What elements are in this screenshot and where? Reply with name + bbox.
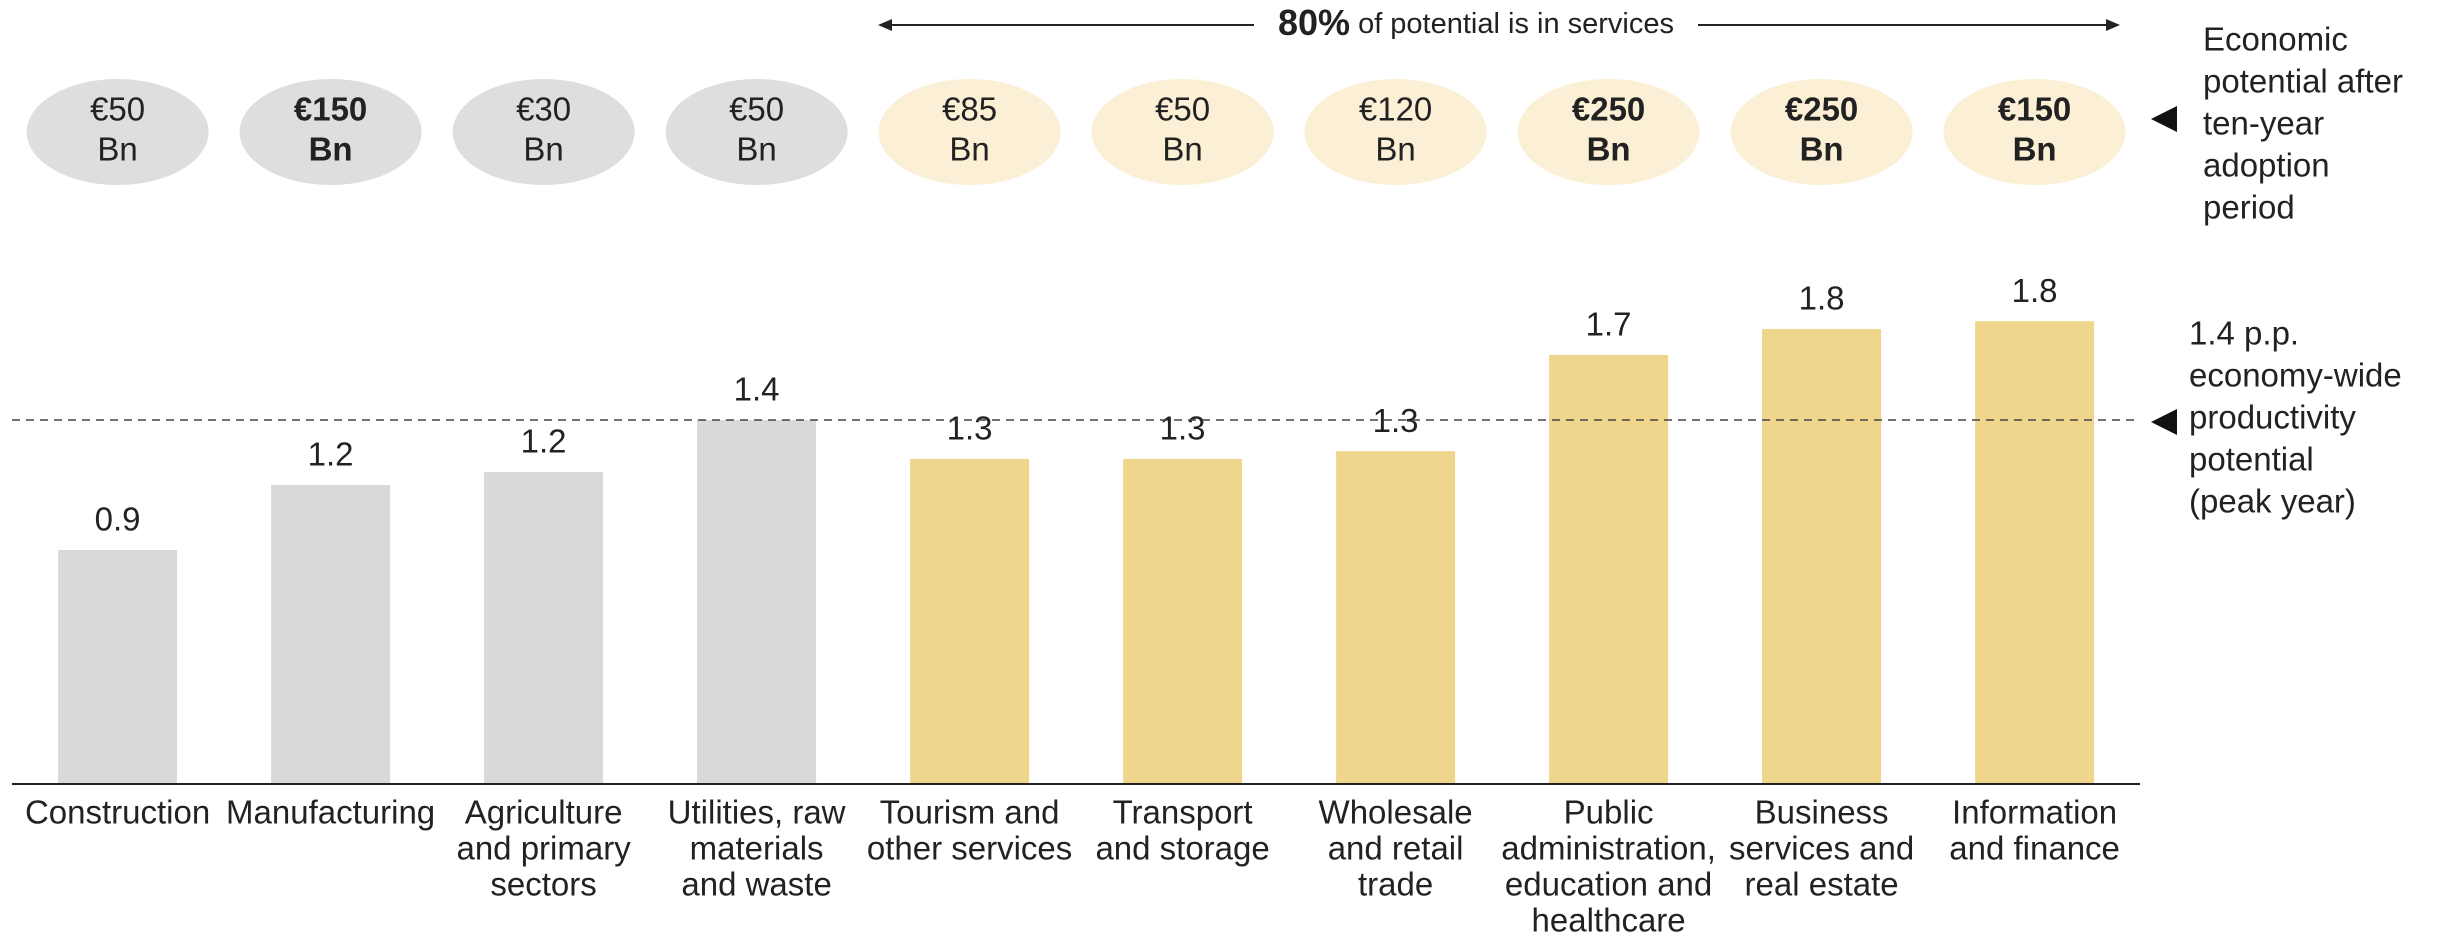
potential-label: Bn — [1800, 131, 1844, 168]
potential-bubble — [452, 79, 635, 185]
arrow-head — [2106, 19, 2120, 31]
potential-label: Bn — [1162, 131, 1202, 168]
x-tick-label: Construction — [25, 794, 210, 831]
value-label: 1.2 — [308, 436, 354, 473]
reference-label: productivity — [2189, 399, 2356, 436]
x-tick-label: other services — [867, 830, 1072, 867]
value-label: 1.2 — [521, 423, 567, 460]
x-tick-label: and finance — [1949, 830, 2120, 867]
value-label: 1.3 — [1373, 402, 1419, 439]
x-tick-label: trade — [1358, 866, 1433, 903]
x-tick-label: real estate — [1745, 866, 1899, 903]
x-tick-label: Agriculture — [465, 794, 623, 831]
potential-label: Bn — [949, 131, 989, 168]
services-share-value: 80% — [1278, 2, 1350, 43]
x-tick-label: and storage — [1095, 830, 1269, 867]
value-label: 0.9 — [95, 501, 141, 538]
x-tick-label: healthcare — [1532, 902, 1686, 933]
value-label: 1.8 — [2012, 272, 2058, 309]
potential-label: Bn — [2013, 131, 2057, 168]
potential-bubble — [1517, 79, 1700, 185]
reference-label: (peak year) — [2189, 483, 2356, 520]
x-tick-label: and retail — [1328, 830, 1464, 867]
potential-label: €50 — [1155, 91, 1210, 128]
potential-label: Bn — [1375, 131, 1415, 168]
x-tick-label: sectors — [490, 866, 596, 903]
potential-bubble — [878, 79, 1061, 185]
potential-label: €50 — [729, 91, 784, 128]
potential-label: Bn — [736, 131, 776, 168]
x-tick-label: and waste — [681, 866, 831, 903]
value-label: 1.3 — [1160, 410, 1206, 447]
potential-bubble — [1943, 79, 2126, 185]
value-label: 1.3 — [947, 410, 993, 447]
potential-label: €120 — [1359, 91, 1432, 128]
x-tick-label: materials — [690, 830, 824, 867]
potential-label: Bn — [97, 131, 137, 168]
potential-title: Economic — [2203, 21, 2348, 58]
potential-label: €250 — [1572, 91, 1645, 128]
potential-title: ten-year — [2203, 105, 2324, 142]
x-tick-label: administration, — [1501, 830, 1716, 867]
reference-label: economy-wide — [2189, 357, 2402, 394]
potential-bubble — [1304, 79, 1487, 185]
reference-label: 1.4 p.p. — [2189, 315, 2299, 352]
x-tick-label: Wholesale — [1319, 794, 1473, 831]
potential-label: €50 — [90, 91, 145, 128]
potential-bubble — [239, 79, 422, 185]
pointer — [2151, 409, 2177, 435]
pointer — [2151, 106, 2177, 132]
x-tick-label: education and — [1505, 866, 1712, 903]
potential-label: €150 — [1998, 91, 2071, 128]
value-label: 1.7 — [1586, 306, 1632, 343]
potential-label: €150 — [294, 91, 367, 128]
bar — [910, 459, 1030, 784]
potential-bubble — [1730, 79, 1913, 185]
potential-title: period — [2203, 189, 2295, 226]
bar — [1336, 451, 1456, 784]
potential-title: adoption — [2203, 147, 2330, 184]
bar — [484, 472, 604, 784]
bar — [271, 485, 391, 784]
x-tick-label: Manufacturing — [226, 794, 435, 831]
potential-label: Bn — [523, 131, 563, 168]
services-share-text: of potential is in services — [1358, 8, 1674, 40]
potential-label: €30 — [516, 91, 571, 128]
x-tick-label: Information — [1952, 794, 2117, 831]
x-tick-label: Tourism and — [880, 794, 1060, 831]
potential-label: Bn — [1587, 131, 1631, 168]
bar — [1549, 355, 1669, 784]
potential-bubble — [665, 79, 848, 185]
x-tick-label: Public — [1564, 794, 1654, 831]
potential-bubble — [26, 79, 209, 185]
reference-label: potential — [2189, 441, 2314, 478]
bar — [58, 550, 178, 784]
bar — [697, 420, 817, 784]
potential-bubble — [1091, 79, 1274, 185]
potential-label: €85 — [942, 91, 997, 128]
bar — [1123, 459, 1243, 784]
x-tick-label: Business — [1755, 794, 1889, 831]
bar — [1975, 321, 2095, 784]
value-label: 1.8 — [1799, 280, 1845, 317]
x-tick-label: and primary — [456, 830, 631, 867]
services-share: 80% of potential is in services — [1278, 2, 1674, 43]
arrow-head — [878, 19, 892, 31]
value-label: 1.4 — [734, 371, 780, 408]
x-tick-label: services and — [1729, 830, 1914, 867]
potential-label: €250 — [1785, 91, 1858, 128]
x-tick-label: Transport — [1113, 794, 1253, 831]
x-tick-label: Utilities, raw — [668, 794, 846, 831]
bar — [1762, 329, 1882, 784]
potential-label: Bn — [309, 131, 353, 168]
potential-title: potential after — [2203, 63, 2403, 100]
